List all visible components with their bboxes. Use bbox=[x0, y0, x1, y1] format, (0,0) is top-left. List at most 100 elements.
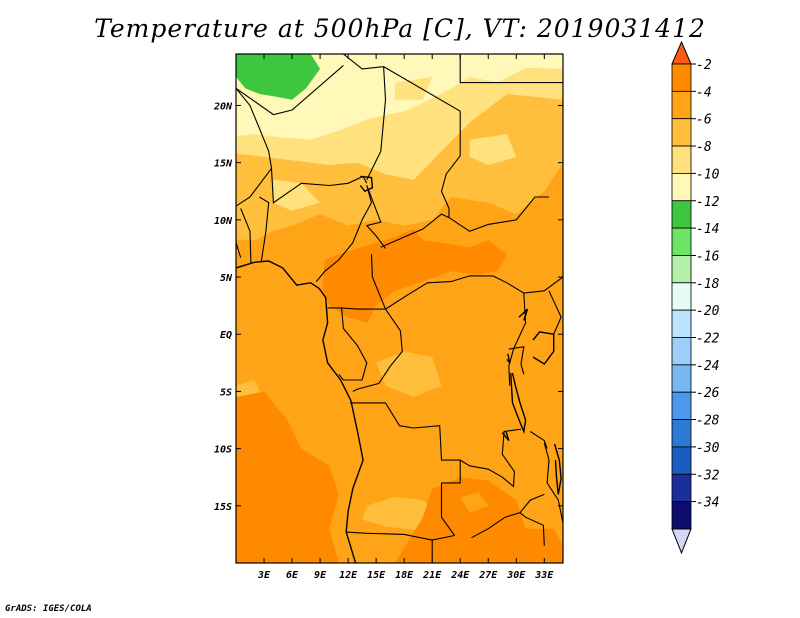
border-drc-uganda bbox=[508, 293, 527, 386]
border-drc-angola bbox=[350, 402, 461, 484]
field-patch-minus8-minus10-nigeria bbox=[273, 179, 321, 211]
y-tick-label: 5N bbox=[220, 273, 233, 284]
lake-victoria-outline bbox=[532, 331, 555, 365]
colorbar-label: -22 bbox=[696, 332, 720, 347]
border-togo bbox=[240, 208, 252, 264]
field-patch-minus4-minus6-zambia-hole bbox=[460, 492, 489, 513]
border-car-drc bbox=[385, 275, 493, 310]
colorbar-label: -6 bbox=[696, 113, 712, 128]
colorbar-box bbox=[671, 90, 692, 120]
colorbar-label: -24 bbox=[696, 359, 719, 374]
colorbar-label: -16 bbox=[696, 249, 720, 264]
x-tick-label: 30E bbox=[506, 570, 526, 581]
colorbar-box bbox=[671, 337, 692, 366]
chart-title: Temperature at 500hPa [C], VT: 201903141… bbox=[94, 14, 706, 43]
colorbar-label: -12 bbox=[696, 195, 720, 210]
border-algeria-mali bbox=[236, 64, 344, 116]
field-patch-minus2-minus4-cameroon bbox=[322, 229, 507, 323]
colorbar-label: -34 bbox=[696, 496, 719, 511]
colorbar-box bbox=[671, 145, 692, 174]
field-patch-minus2-minus4-zambia bbox=[394, 477, 563, 563]
border-nigeria-cameroon bbox=[315, 185, 373, 282]
border-gabon-congo bbox=[338, 307, 368, 381]
x-tick-label: 15E bbox=[367, 570, 386, 581]
lake-tanganyika-outline bbox=[510, 372, 527, 435]
colorbar-label: -14 bbox=[696, 222, 719, 237]
x-tick-label: 33E bbox=[534, 570, 554, 581]
colorbar-box bbox=[671, 172, 692, 202]
field-patch-minus2-minus4-angola-coast bbox=[236, 391, 339, 563]
x-tick-label: 21E bbox=[422, 570, 442, 581]
border-malawi bbox=[543, 442, 563, 524]
border-niger-libya bbox=[343, 54, 387, 181]
border-uganda-kenya bbox=[548, 290, 562, 335]
border-angola-zambia bbox=[440, 482, 456, 536]
y-tick-label: 15N bbox=[214, 159, 233, 170]
lake-kivu-outline bbox=[506, 353, 511, 364]
x-tick-label: 3E bbox=[257, 570, 271, 581]
colorbar-label: -4 bbox=[696, 85, 712, 100]
colorbar-box bbox=[671, 364, 692, 393]
border-chad-cameroon bbox=[365, 185, 386, 249]
colorbar-box bbox=[671, 118, 692, 147]
temperature-field bbox=[236, 54, 563, 563]
grads-credit: GrADS: IGES/COLA bbox=[5, 604, 92, 614]
colorbar-label: -18 bbox=[696, 277, 720, 292]
colorbar-box bbox=[671, 391, 692, 420]
border-angola-namibia bbox=[346, 531, 455, 541]
colorbar-box bbox=[671, 419, 692, 448]
plot-frame bbox=[235, 53, 564, 564]
colorbar-box bbox=[671, 473, 692, 503]
colorbar-top-arrow bbox=[671, 40, 692, 65]
border-drc-zambia bbox=[459, 428, 522, 488]
lake-mweru-outline bbox=[501, 431, 510, 442]
border-egypt-sudan bbox=[459, 54, 563, 84]
border-mozambique-zimbabwe bbox=[519, 512, 545, 546]
colorbar-box bbox=[671, 309, 692, 338]
border-congo-drc bbox=[352, 308, 403, 392]
x-tick-label: 27E bbox=[478, 570, 498, 581]
colorbar-box bbox=[671, 282, 692, 311]
colorbar-label: -26 bbox=[696, 386, 720, 401]
colorbar-label: -2 bbox=[696, 58, 712, 73]
colorbar-bottom-arrow bbox=[671, 528, 692, 555]
field-patch-minus8-minus10-sudan bbox=[469, 134, 517, 165]
y-tick-label: 10N bbox=[214, 216, 233, 227]
lake-albert-outline bbox=[518, 308, 529, 321]
border-mali-niger bbox=[236, 87, 273, 207]
border-benin bbox=[259, 196, 270, 263]
border-chad-libya bbox=[383, 66, 461, 112]
colorbar-label: -10 bbox=[696, 167, 720, 182]
y-tick-label: 5S bbox=[220, 387, 232, 398]
y-tick-label: 10S bbox=[214, 445, 232, 456]
colorbar-label: -30 bbox=[696, 441, 720, 456]
border-tanzania-zambia bbox=[530, 431, 548, 449]
field-patch-minus8-minus10-chad bbox=[394, 76, 433, 100]
colorbar-label: -28 bbox=[696, 414, 720, 429]
border-cameroon-car bbox=[370, 254, 387, 310]
colorbar-box bbox=[671, 501, 692, 530]
x-tick-label: 18E bbox=[395, 570, 414, 581]
y-tick-label: 20N bbox=[213, 101, 233, 112]
country-boundaries bbox=[236, 54, 563, 563]
border-chad-sudan bbox=[440, 111, 461, 218]
colorbar-box bbox=[671, 255, 692, 284]
x-tick-label: 6E bbox=[286, 570, 299, 581]
colorbar-label: -20 bbox=[696, 304, 720, 319]
colorbar-box bbox=[671, 446, 692, 475]
border-zambia-zimbabwe bbox=[471, 493, 545, 539]
border-chad-car bbox=[380, 213, 450, 248]
x-tick-label: 12E bbox=[339, 570, 358, 581]
colorbar-box bbox=[671, 200, 692, 229]
border-cameroon-gabon bbox=[327, 307, 386, 310]
border-sudan-south-sudan bbox=[448, 196, 549, 232]
lake-chad-outline bbox=[359, 175, 374, 193]
x-tick-label: 9E bbox=[314, 570, 327, 581]
colorbar: -2 -4 -6 -8 -10 -12 -14 -16 -18 -20 -22 -24 -26 -28 -3… bbox=[671, 40, 720, 555]
y-tick-label: 15S bbox=[214, 502, 232, 513]
x-tick-label: 24E bbox=[450, 570, 470, 581]
coastline-gulf-of-guinea bbox=[236, 260, 364, 563]
colorbar-box bbox=[671, 227, 692, 256]
lake-malawi-outline bbox=[553, 443, 562, 495]
